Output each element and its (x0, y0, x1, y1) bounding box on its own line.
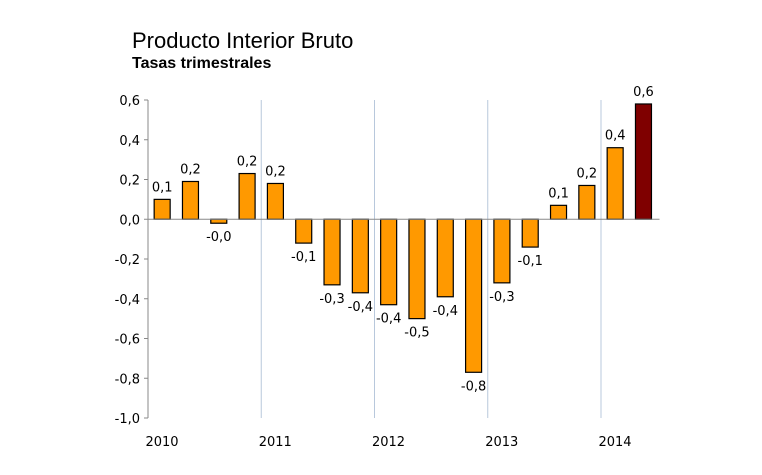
bar (606, 147, 624, 220)
y-tick-label: 0,4 (119, 134, 140, 149)
data-label: -0,0 (206, 230, 231, 245)
chart-subtitle: Tasas trimestrales (132, 55, 272, 72)
y-tick-label: -1,0 (115, 412, 140, 427)
bar (238, 172, 256, 220)
x-year-label: 2014 (598, 435, 631, 450)
data-label: 0,2 (265, 164, 286, 179)
x-year-label: 2011 (259, 435, 292, 450)
data-label: 0,2 (237, 155, 258, 170)
data-label: 0,1 (548, 186, 569, 201)
data-label: 0,6 (633, 85, 654, 100)
y-tick-label: 0,6 (119, 94, 140, 109)
bar (323, 218, 341, 286)
bar (549, 204, 568, 220)
data-label: -0,4 (433, 304, 458, 319)
x-year-label: 2013 (485, 435, 518, 450)
y-tick-label: -0,2 (115, 253, 140, 268)
y-tick-label: -0,6 (115, 333, 140, 348)
data-label: -0,5 (404, 326, 429, 341)
bar (295, 218, 313, 244)
bar (210, 218, 228, 224)
x-year-label: 2010 (145, 435, 178, 450)
data-label: 0,2 (577, 166, 598, 181)
data-label: 0,2 (180, 162, 201, 177)
bar (493, 218, 511, 284)
bar (380, 218, 398, 306)
data-label: -0,8 (461, 379, 486, 394)
bar (153, 198, 171, 220)
bar (408, 218, 426, 320)
data-label: 0,1 (152, 180, 173, 195)
chart-title: Producto Interior Bruto (132, 28, 354, 53)
y-tick-label: 0,0 (119, 213, 140, 228)
data-label: -0,3 (319, 292, 344, 307)
data-label: -0,3 (489, 290, 514, 305)
bar (181, 180, 200, 220)
bar (521, 218, 539, 248)
bar (351, 218, 369, 294)
y-tick-label: -0,4 (115, 293, 140, 308)
bar (266, 182, 285, 220)
bar (464, 218, 483, 373)
data-label: 0,4 (605, 129, 626, 144)
data-label: -0,4 (376, 312, 401, 327)
bar (436, 218, 454, 298)
data-label: -0,1 (518, 254, 543, 269)
data-label: -0,4 (348, 300, 373, 315)
bar (578, 184, 596, 220)
data-label: -0,1 (291, 250, 316, 265)
y-tick-label: -0,8 (115, 372, 140, 387)
bar (634, 103, 653, 220)
y-tick-label: 0,2 (119, 174, 140, 189)
x-year-label: 2012 (372, 435, 405, 450)
